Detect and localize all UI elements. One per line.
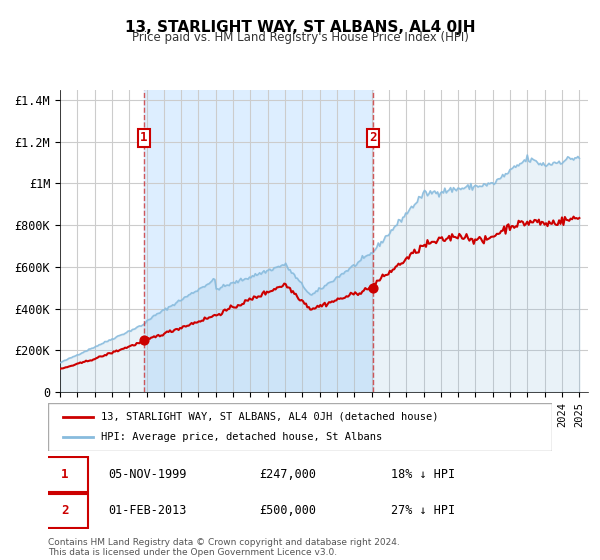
Text: 01-FEB-2013: 01-FEB-2013 xyxy=(109,505,187,517)
Text: 13, STARLIGHT WAY, ST ALBANS, AL4 0JH: 13, STARLIGHT WAY, ST ALBANS, AL4 0JH xyxy=(125,20,475,35)
Text: 2: 2 xyxy=(369,132,377,144)
Text: Price paid vs. HM Land Registry's House Price Index (HPI): Price paid vs. HM Land Registry's House … xyxy=(131,31,469,44)
FancyBboxPatch shape xyxy=(40,458,88,492)
Text: 1: 1 xyxy=(140,132,148,144)
Text: 1: 1 xyxy=(61,468,68,481)
Point xyxy=(368,283,378,292)
Text: HPI: Average price, detached house, St Albans: HPI: Average price, detached house, St A… xyxy=(101,432,382,442)
Text: 2: 2 xyxy=(61,505,68,517)
Text: Contains HM Land Registry data © Crown copyright and database right 2024.
This d: Contains HM Land Registry data © Crown c… xyxy=(48,538,400,557)
Text: £500,000: £500,000 xyxy=(260,505,317,517)
Point xyxy=(139,336,149,345)
Text: £247,000: £247,000 xyxy=(260,468,317,481)
Text: 27% ↓ HPI: 27% ↓ HPI xyxy=(391,505,455,517)
FancyBboxPatch shape xyxy=(40,494,88,528)
Bar xyxy=(144,90,373,392)
FancyBboxPatch shape xyxy=(48,403,552,451)
Text: 18% ↓ HPI: 18% ↓ HPI xyxy=(391,468,455,481)
Text: 05-NOV-1999: 05-NOV-1999 xyxy=(109,468,187,481)
Text: 13, STARLIGHT WAY, ST ALBANS, AL4 0JH (detached house): 13, STARLIGHT WAY, ST ALBANS, AL4 0JH (d… xyxy=(101,412,439,422)
